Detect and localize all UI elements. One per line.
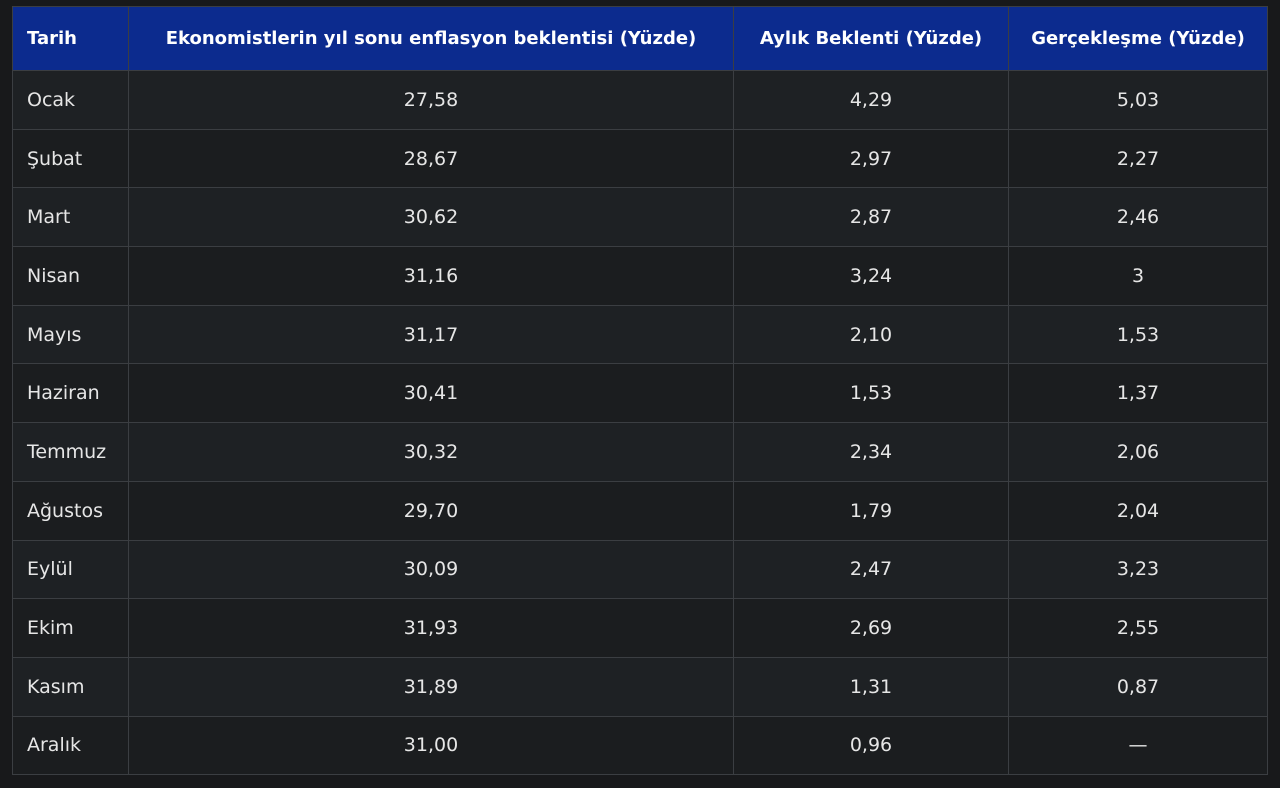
month-cell: Ocak <box>12 70 129 130</box>
inflation-table: Tarih Ekonomistlerin yıl sonu enflasyon b… <box>12 6 1268 776</box>
value-cell: 31,17 <box>128 304 734 365</box>
header-cell: Ekonomistlerin yıl sonu enflasyon beklen… <box>128 6 734 71</box>
table-row: Mart 30,62 2,87 2,46 <box>12 187 1268 248</box>
table-body: Ocak 27,58 4,29 5,03 Şubat 28,67 2,97 2,27 Mart 3… <box>12 70 1268 776</box>
value-cell: 3 <box>1008 246 1268 306</box>
value-cell: 28,67 <box>128 128 734 189</box>
value-cell: 2,46 <box>1008 187 1268 248</box>
table-row: Mayıs 31,17 2,10 1,53 <box>12 304 1268 365</box>
table-row: Şubat 28,67 2,97 2,27 <box>12 128 1268 189</box>
value-cell: 4,29 <box>733 70 1009 130</box>
value-cell: 2,34 <box>733 422 1009 482</box>
value-cell: 31,93 <box>128 598 734 658</box>
table-row: Ocak 27,58 4,29 5,03 <box>12 70 1268 130</box>
value-cell: 2,97 <box>733 128 1009 189</box>
value-cell: 5,03 <box>1008 70 1268 130</box>
value-cell: 30,09 <box>128 539 734 600</box>
table-container: Tarih Ekonomistlerin yıl sonu enflasyon b… <box>12 6 1268 776</box>
header-cell: Tarih <box>12 6 129 71</box>
header-cell: Aylık Beklenti (Yüzde) <box>733 6 1009 71</box>
value-cell: 2,47 <box>733 539 1009 600</box>
value-cell: 0,87 <box>1008 656 1268 717</box>
value-cell: 30,32 <box>128 422 734 482</box>
value-cell: — <box>1008 715 1268 776</box>
month-cell: Kasım <box>12 656 129 717</box>
value-cell: 2,55 <box>1008 598 1268 658</box>
header-cell: Gerçekleşme (Yüzde) <box>1008 6 1268 71</box>
month-cell: Ekim <box>12 598 129 658</box>
month-cell: Mayıs <box>12 304 129 365</box>
value-cell: 30,41 <box>128 363 734 424</box>
table-head: Tarih Ekonomistlerin yıl sonu enflasyon b… <box>12 6 1268 71</box>
value-cell: 31,00 <box>128 715 734 776</box>
header-row: Tarih Ekonomistlerin yıl sonu enflasyon b… <box>12 6 1268 71</box>
value-cell: 2,87 <box>733 187 1009 248</box>
table-row: Temmuz 30,32 2,34 2,06 <box>12 422 1268 482</box>
value-cell: 30,62 <box>128 187 734 248</box>
table-row: Eylül 30,09 2,47 3,23 <box>12 539 1268 600</box>
value-cell: 1,53 <box>733 363 1009 424</box>
value-cell: 3,24 <box>733 246 1009 306</box>
value-cell: 2,27 <box>1008 128 1268 189</box>
value-cell: 2,69 <box>733 598 1009 658</box>
month-cell: Haziran <box>12 363 129 424</box>
table-row: Haziran 30,41 1,53 1,37 <box>12 363 1268 424</box>
value-cell: 1,79 <box>733 480 1009 541</box>
value-cell: 29,70 <box>128 480 734 541</box>
value-cell: 31,16 <box>128 246 734 306</box>
value-cell: 3,23 <box>1008 539 1268 600</box>
month-cell: Şubat <box>12 128 129 189</box>
table-row: Ağustos 29,70 1,79 2,04 <box>12 480 1268 541</box>
month-cell: Nisan <box>12 246 129 306</box>
month-cell: Aralık <box>12 715 129 776</box>
value-cell: 2,10 <box>733 304 1009 365</box>
value-cell: 2,06 <box>1008 422 1268 482</box>
month-cell: Mart <box>12 187 129 248</box>
value-cell: 27,58 <box>128 70 734 130</box>
value-cell: 31,89 <box>128 656 734 717</box>
month-cell: Ağustos <box>12 480 129 541</box>
month-cell: Temmuz <box>12 422 129 482</box>
value-cell: 1,53 <box>1008 304 1268 365</box>
table-row: Nisan 31,16 3,24 3 <box>12 246 1268 306</box>
value-cell: 2,04 <box>1008 480 1268 541</box>
value-cell: 1,31 <box>733 656 1009 717</box>
month-cell: Eylül <box>12 539 129 600</box>
table-row: Aralık 31,00 0,96— <box>12 715 1268 776</box>
table-row: Kasım 31,89 1,31 0,87 <box>12 656 1268 717</box>
value-cell: 1,37 <box>1008 363 1268 424</box>
value-cell: 0,96 <box>733 715 1009 776</box>
table-row: Ekim 31,93 2,69 2,55 <box>12 598 1268 658</box>
